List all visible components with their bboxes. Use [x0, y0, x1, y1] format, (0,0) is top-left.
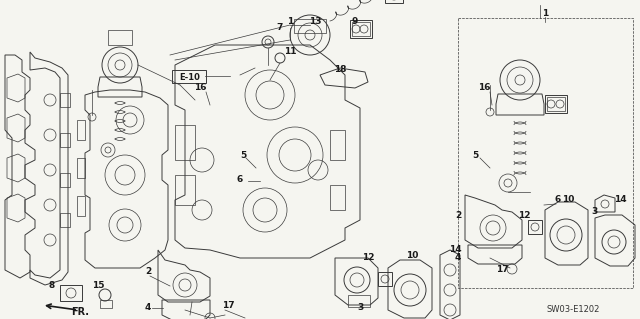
Text: 2: 2	[145, 268, 151, 277]
Bar	[294, 19, 326, 33]
Text: SW03-E1202: SW03-E1202	[547, 306, 600, 315]
Text: 16: 16	[477, 84, 490, 93]
Bar	[175, 175, 195, 205]
Text: 2: 2	[455, 211, 461, 219]
Text: 9: 9	[352, 18, 358, 26]
Text: 5: 5	[472, 151, 478, 160]
Bar	[352, 22, 370, 36]
Text: 4: 4	[455, 254, 461, 263]
Bar	[330, 185, 345, 210]
Text: 16: 16	[194, 84, 206, 93]
Text: 17: 17	[496, 265, 508, 275]
Bar	[528, 220, 542, 234]
Text: 15: 15	[92, 280, 104, 290]
Text: 1: 1	[542, 10, 548, 19]
Text: 6: 6	[237, 175, 243, 184]
Text: 11: 11	[284, 48, 296, 56]
Bar	[77, 158, 85, 178]
Text: 18: 18	[333, 65, 346, 75]
Bar	[77, 120, 85, 140]
Bar	[350, 20, 372, 38]
Text: 8: 8	[49, 280, 55, 290]
Bar	[108, 30, 132, 45]
Text: 10: 10	[406, 250, 418, 259]
Text: 13: 13	[308, 18, 321, 26]
Text: 1: 1	[287, 18, 293, 26]
Text: 17: 17	[221, 301, 234, 310]
Bar	[77, 196, 85, 216]
Bar	[458, 18, 633, 288]
Bar	[60, 93, 70, 107]
Text: 4: 4	[145, 303, 151, 313]
Text: E-10: E-10	[180, 73, 200, 83]
Text: 14: 14	[614, 196, 627, 204]
Bar	[547, 97, 565, 111]
Bar	[172, 70, 206, 83]
Bar	[348, 295, 370, 307]
Text: 14: 14	[449, 246, 461, 255]
Text: 10: 10	[562, 196, 574, 204]
Bar	[378, 272, 392, 286]
Text: FR.: FR.	[71, 307, 89, 317]
Text: 3: 3	[357, 303, 363, 313]
Bar	[330, 130, 345, 160]
Text: 5: 5	[240, 151, 246, 160]
Bar	[60, 173, 70, 187]
Bar	[545, 95, 567, 113]
Bar	[385, 0, 403, 3]
Bar	[100, 300, 112, 308]
Text: 6: 6	[555, 196, 561, 204]
Bar	[60, 213, 70, 227]
Text: 3: 3	[592, 207, 598, 217]
Bar	[175, 125, 195, 160]
Bar	[60, 133, 70, 147]
Text: 12: 12	[362, 254, 374, 263]
Text: 7: 7	[277, 24, 283, 33]
Text: 12: 12	[518, 211, 531, 220]
Bar	[60, 285, 82, 301]
